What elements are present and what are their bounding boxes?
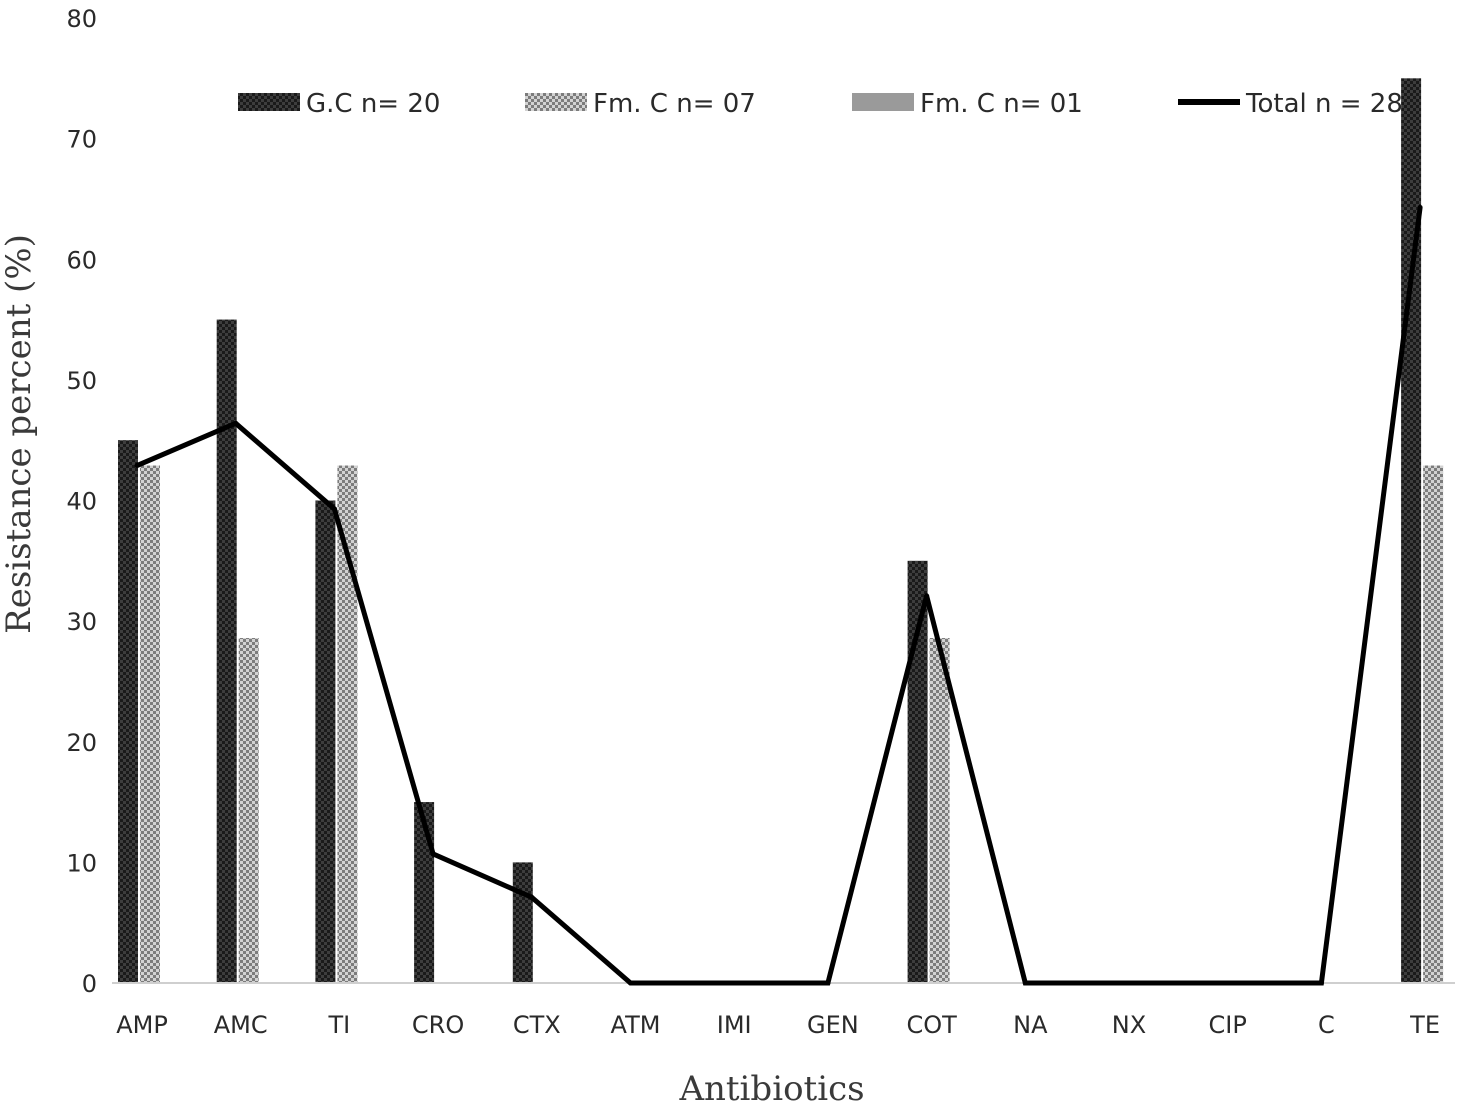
x-axis-title: Antibiotics xyxy=(678,1069,864,1108)
y-tick-label: 30 xyxy=(66,608,97,636)
legend-swatch xyxy=(852,93,914,111)
y-tick-label: 80 xyxy=(66,5,97,33)
line-point xyxy=(825,980,831,986)
x-tick-label: COT xyxy=(906,1011,957,1039)
bar-g-c-n-20 xyxy=(118,440,138,983)
line-point xyxy=(529,894,535,900)
y-tick-labels: 0 10 20 30 40 50 60 70 80 xyxy=(66,5,97,998)
line-point xyxy=(924,593,930,599)
legend-swatch xyxy=(525,93,587,111)
bars xyxy=(118,78,1444,983)
x-tick-label: C xyxy=(1318,1011,1335,1039)
line-point xyxy=(134,463,140,469)
bar-fm-c-n-07 xyxy=(929,638,950,983)
line-point xyxy=(1220,980,1226,986)
line-point xyxy=(1318,980,1324,986)
y-tick-label: 20 xyxy=(66,729,97,757)
x-tick-label: AMP xyxy=(116,1011,168,1039)
bar-fm-c-n-07 xyxy=(1423,465,1444,983)
legend: G.C n= 20 Fm. C n= 07 Fm. C n= 01 Total n =… xyxy=(238,89,1403,119)
x-tick-labels: AMP AMC TI CRO CTX ATM IMI GEN COT NA NX CIP C TE xyxy=(116,1011,1440,1039)
x-tick-label: CRO xyxy=(412,1011,464,1039)
line-point xyxy=(1022,980,1028,986)
x-tick-label: NX xyxy=(1112,1011,1146,1039)
x-tick-label: IMI xyxy=(717,1011,752,1039)
bar-g-c-n-20 xyxy=(216,319,237,983)
bar-fm-c-n-07 xyxy=(337,465,358,983)
y-tick-label: 70 xyxy=(66,126,97,154)
line-point xyxy=(331,506,337,512)
line-point xyxy=(430,851,436,857)
line-point xyxy=(726,980,732,986)
x-tick-label: CTX xyxy=(513,1011,561,1039)
legend-swatch xyxy=(238,93,300,111)
x-tick-label: TI xyxy=(328,1011,351,1039)
x-tick-label: TE xyxy=(1409,1011,1440,1039)
y-axis-title: Resistance percent (%) xyxy=(0,234,39,634)
y-tick-label: 0 xyxy=(82,970,97,998)
bar-fm-c-n-07 xyxy=(238,638,259,983)
y-tick-label: 50 xyxy=(66,367,97,395)
legend-label: Fm. C n= 07 xyxy=(593,89,756,119)
x-tick-label: ATM xyxy=(611,1011,661,1039)
line-point xyxy=(1121,980,1127,986)
line-point xyxy=(1417,204,1423,210)
x-tick-label: CIP xyxy=(1209,1011,1247,1039)
x-tick-label: NA xyxy=(1013,1011,1048,1039)
y-tick-label: 60 xyxy=(66,246,97,274)
line-point xyxy=(233,420,239,426)
line-point xyxy=(628,980,633,986)
bar-fm-c-n-07 xyxy=(140,465,160,983)
bar-g-c-n-20 xyxy=(907,560,928,983)
line-series xyxy=(134,204,1423,986)
x-tick-label: AMC xyxy=(214,1011,268,1039)
bar-g-c-n-20 xyxy=(512,862,533,983)
y-tick-label: 40 xyxy=(66,488,97,516)
x-tick-label: GEN xyxy=(807,1011,859,1039)
bar-g-c-n-20 xyxy=(315,500,336,983)
legend-label: Total n = 28 xyxy=(1245,89,1403,119)
y-tick-label: 10 xyxy=(66,849,97,877)
line-total xyxy=(136,207,1423,986)
legend-label: G.C n= 20 xyxy=(306,89,440,119)
legend-label: Fm. C n= 01 xyxy=(920,89,1083,119)
